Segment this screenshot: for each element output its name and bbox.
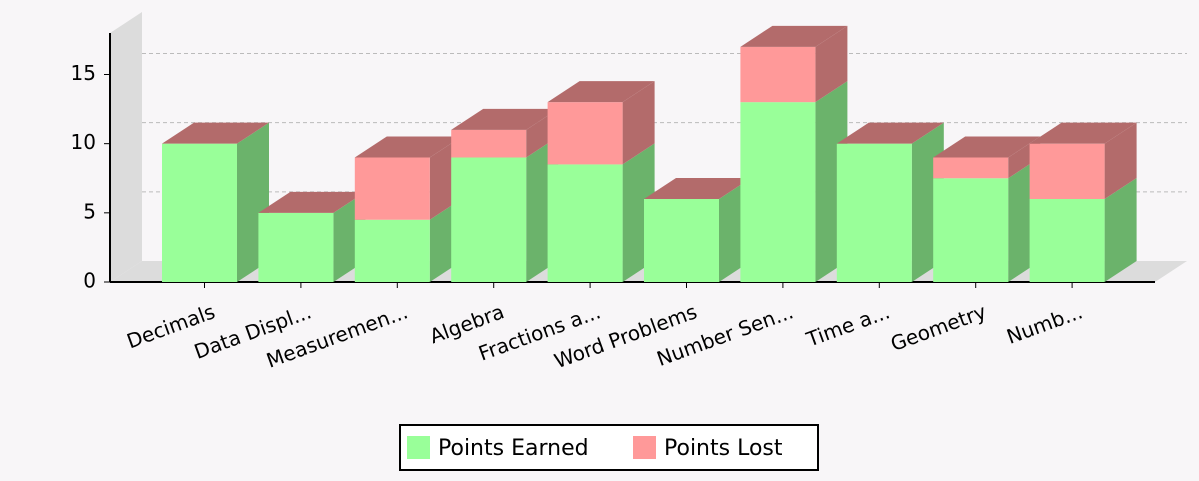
back-wall: [110, 12, 142, 282]
bar-top: [451, 108, 559, 130]
bar-top: [644, 178, 751, 199]
bar: [547, 102, 623, 165]
bar-top: [740, 25, 848, 47]
bar: [547, 164, 623, 282]
bar: [740, 102, 816, 283]
bar-top: [836, 122, 944, 144]
bar-top: [547, 81, 655, 103]
y-tick-label: 5: [83, 199, 96, 223]
bar-side: [815, 25, 848, 103]
legend: [399, 424, 819, 471]
bar: [354, 219, 430, 282]
bar: [933, 178, 1009, 282]
bar: [740, 46, 816, 103]
legend-label: Points Earned: [438, 436, 589, 461]
bar-top: [933, 136, 1041, 158]
bar: [1029, 143, 1105, 199]
legend-label: Points Lost: [664, 436, 783, 461]
legend-swatch: [633, 436, 656, 459]
legend-swatch: [407, 436, 430, 459]
bar-side: [1104, 178, 1137, 282]
bar-side: [622, 81, 655, 165]
bar: [258, 212, 334, 282]
bar-side: [1104, 122, 1137, 199]
y-tick-label: 0: [83, 269, 96, 293]
bar: [162, 143, 237, 282]
y-tick-label: 10: [71, 130, 96, 154]
bar-top: [162, 122, 269, 144]
bar: [933, 157, 1009, 179]
bar: [644, 199, 719, 282]
bar-top: [354, 136, 462, 158]
x-tick-label: Time a...: [802, 299, 893, 352]
x-tick-label: Numb...: [1003, 299, 1085, 349]
bar: [354, 157, 430, 220]
x-tick-label: Geometry: [887, 299, 989, 356]
bar: [451, 129, 527, 158]
bar-top: [1029, 122, 1137, 144]
y-tick-label: 15: [71, 61, 96, 85]
bar: [836, 143, 912, 282]
bar: [451, 157, 527, 282]
bar-top: [258, 191, 366, 213]
bar: [1029, 199, 1105, 282]
